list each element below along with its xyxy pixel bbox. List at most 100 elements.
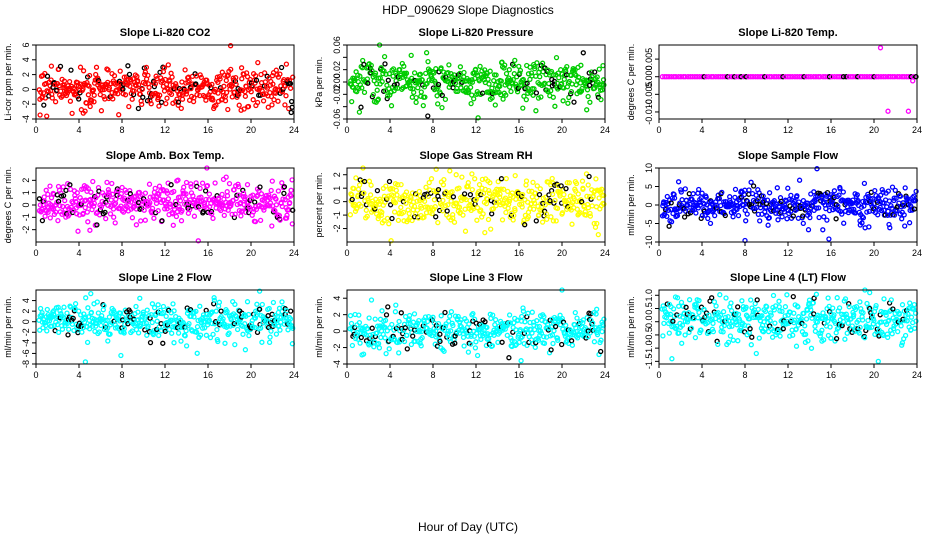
point bbox=[468, 100, 474, 107]
point bbox=[489, 343, 496, 349]
point bbox=[175, 102, 181, 108]
point bbox=[850, 74, 856, 80]
point bbox=[382, 324, 388, 330]
x-tick-label: 4 bbox=[387, 248, 392, 258]
point bbox=[241, 106, 247, 112]
point bbox=[490, 312, 496, 318]
point bbox=[517, 67, 524, 74]
point-outlier bbox=[826, 236, 832, 242]
y-tick-label: 0.0 bbox=[644, 315, 654, 328]
point bbox=[682, 186, 688, 192]
x-tick-label: 20 bbox=[869, 248, 879, 258]
point-outlier bbox=[875, 358, 881, 365]
point bbox=[766, 74, 773, 80]
point bbox=[473, 339, 479, 345]
point bbox=[531, 200, 538, 206]
point-highlight bbox=[252, 199, 258, 205]
point bbox=[891, 195, 897, 201]
point bbox=[223, 89, 230, 96]
point bbox=[861, 203, 867, 209]
point bbox=[884, 331, 891, 337]
point bbox=[587, 99, 593, 105]
panel-ylabel: Li-cor ppm per min. bbox=[3, 43, 13, 121]
point bbox=[556, 75, 562, 81]
x-tick-label: 24 bbox=[289, 125, 299, 135]
point bbox=[232, 211, 238, 217]
point bbox=[236, 102, 242, 108]
point bbox=[770, 292, 777, 299]
point bbox=[888, 297, 894, 303]
point bbox=[261, 70, 268, 76]
point bbox=[503, 209, 509, 216]
point bbox=[500, 96, 506, 102]
point-highlight bbox=[256, 306, 263, 312]
point bbox=[902, 317, 908, 324]
x-tick-label: 24 bbox=[600, 125, 610, 135]
point bbox=[563, 322, 569, 328]
point bbox=[250, 97, 256, 103]
point bbox=[828, 335, 834, 341]
point bbox=[594, 331, 601, 338]
point bbox=[529, 309, 535, 315]
point-highlight bbox=[425, 113, 431, 119]
point bbox=[411, 203, 418, 210]
point bbox=[197, 303, 203, 309]
point bbox=[793, 326, 799, 332]
point bbox=[190, 193, 196, 199]
point bbox=[541, 340, 548, 347]
panel-title: Slope Amb. Box Temp. bbox=[106, 150, 225, 162]
point bbox=[233, 81, 239, 88]
point bbox=[119, 314, 126, 320]
point bbox=[172, 81, 179, 87]
point bbox=[866, 325, 872, 331]
point bbox=[500, 186, 507, 192]
point bbox=[395, 217, 402, 224]
point-outlier bbox=[910, 78, 916, 84]
point-outlier bbox=[885, 108, 891, 114]
point bbox=[122, 92, 129, 98]
point bbox=[106, 189, 112, 195]
point bbox=[210, 97, 216, 103]
point bbox=[135, 309, 141, 315]
point bbox=[537, 186, 543, 192]
x-tick-label: 8 bbox=[430, 248, 435, 258]
point bbox=[83, 100, 90, 106]
point-highlight bbox=[95, 77, 102, 84]
point bbox=[837, 208, 844, 215]
point bbox=[60, 314, 67, 320]
point bbox=[435, 320, 442, 327]
point bbox=[512, 81, 519, 87]
points-group bbox=[659, 166, 919, 244]
point bbox=[448, 309, 455, 315]
point bbox=[583, 171, 590, 177]
point bbox=[93, 323, 99, 329]
point-highlight bbox=[666, 223, 672, 229]
point bbox=[175, 330, 182, 336]
point bbox=[106, 85, 113, 91]
y-tick-label: -2 bbox=[21, 328, 31, 336]
point bbox=[723, 295, 729, 301]
x-tick-label: 24 bbox=[289, 370, 299, 380]
point bbox=[232, 301, 238, 308]
point bbox=[269, 73, 276, 79]
point-highlight bbox=[391, 82, 398, 88]
point bbox=[145, 323, 151, 329]
point bbox=[240, 331, 246, 337]
x-tick-label: 16 bbox=[203, 125, 213, 135]
y-tick-label: 1.0 bbox=[644, 289, 654, 302]
point-highlight bbox=[358, 104, 364, 110]
point bbox=[497, 191, 503, 197]
point-highlight bbox=[437, 331, 443, 337]
x-tick-label: 12 bbox=[471, 370, 481, 380]
point bbox=[784, 292, 790, 298]
point bbox=[421, 198, 428, 204]
point-highlight bbox=[522, 222, 528, 228]
point bbox=[217, 76, 223, 82]
point bbox=[76, 308, 82, 314]
point bbox=[101, 303, 107, 309]
y-tick-label: -2 bbox=[21, 100, 31, 108]
point bbox=[255, 59, 261, 66]
point bbox=[265, 104, 271, 110]
point-highlight bbox=[36, 196, 43, 202]
point bbox=[841, 220, 847, 226]
